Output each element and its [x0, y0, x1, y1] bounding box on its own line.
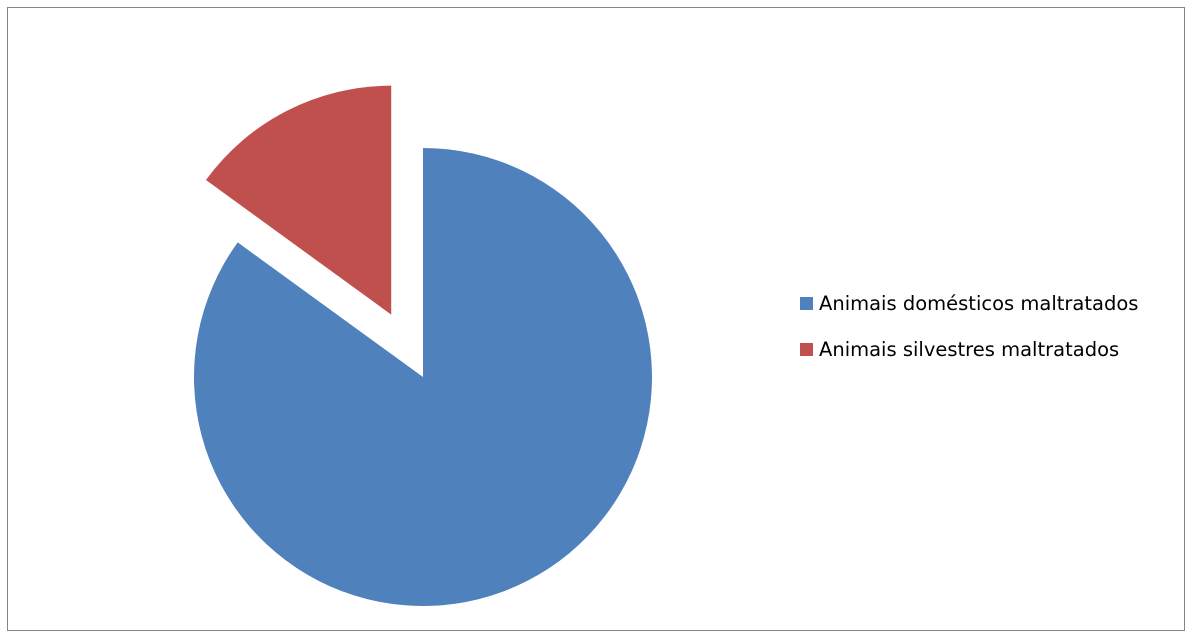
legend-item-domesticos: Animais domésticos maltratados — [800, 289, 1138, 317]
legend-label-silvestres: Animais silvestres maltratados — [819, 337, 1120, 361]
legend: Animais domésticos maltratados Animais s… — [800, 289, 1138, 381]
legend-label-domesticos: Animais domésticos maltratados — [819, 291, 1139, 315]
pie-slice-animais-domesticos-maltratados — [193, 148, 653, 606]
legend-swatch-silvestres — [800, 342, 813, 356]
legend-swatch-domesticos — [800, 296, 813, 310]
pie-slice-animais-silvestres-maltratados — [205, 85, 392, 315]
legend-item-silvestres: Animais silvestres maltratados — [800, 335, 1138, 363]
